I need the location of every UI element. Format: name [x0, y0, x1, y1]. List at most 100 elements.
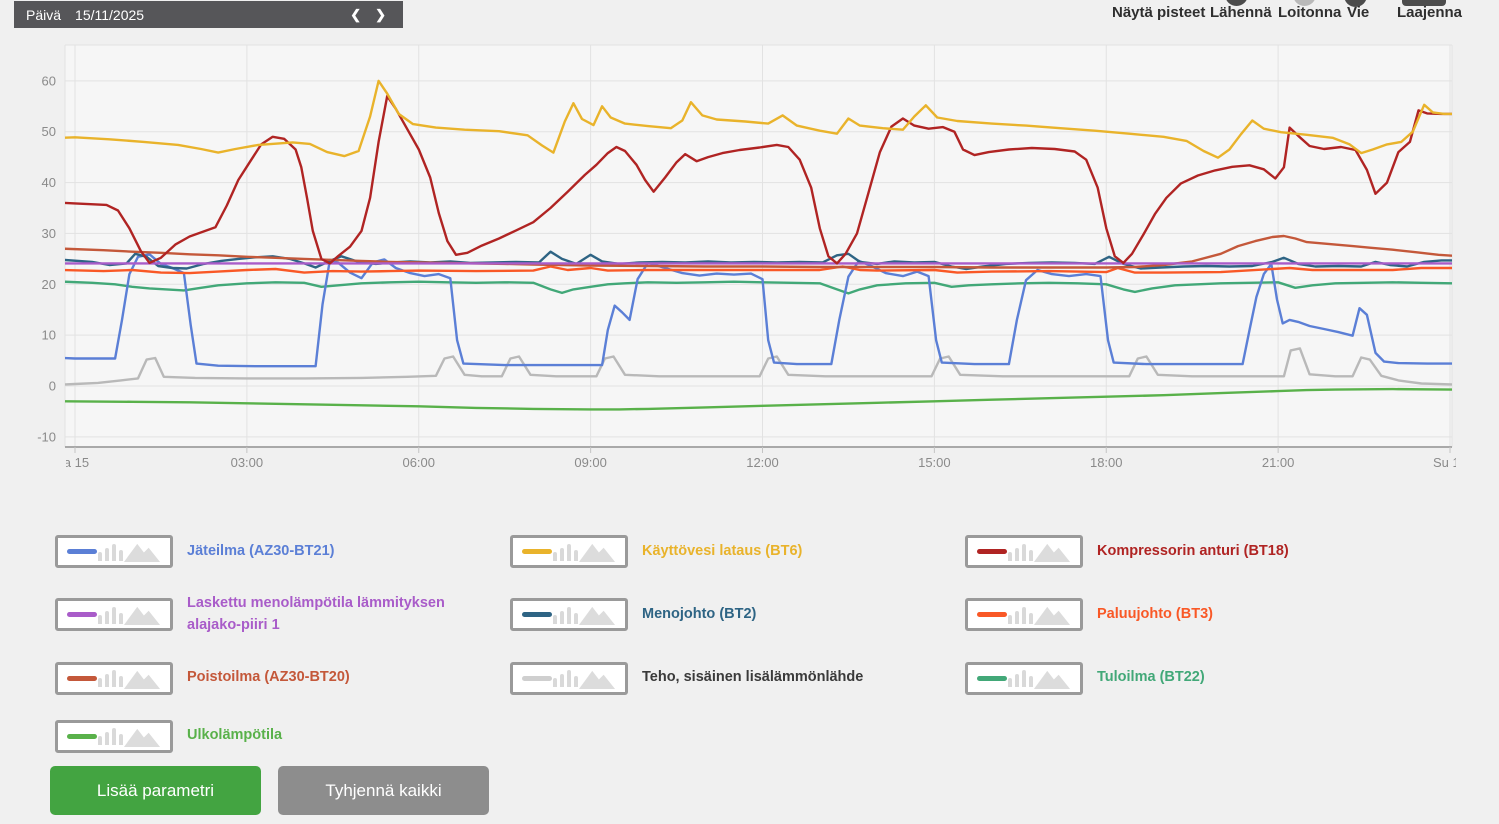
legend-item-ulkolampotila: Ulkolämpötila [55, 719, 510, 753]
legend-item-kayttovesi: Käyttövesi lataus (BT6) [510, 535, 965, 568]
x-tick-label: 12:00 [746, 455, 779, 470]
line-style-icon [67, 733, 97, 739]
legend-label: Paluujohto (BT3) [1097, 605, 1213, 622]
legend-item-paluujohto: Paluujohto (BT3) [965, 598, 1445, 632]
y-tick-label: 30 [42, 226, 56, 241]
legend-toggle-button[interactable] [510, 661, 628, 695]
legend-item-laskettu: Laskettu menolämpötila lämmityksen alaja… [55, 593, 510, 637]
date-mode-label: Päivä [26, 6, 62, 23]
line-style-icon [67, 612, 97, 618]
bar-style-icon [1007, 543, 1033, 561]
bar-style-icon [552, 606, 578, 624]
y-tick-label: 50 [42, 124, 56, 139]
legend-item-teho: Teho, sisäinen lisälämmönlähde [510, 661, 965, 695]
legend-toggle-button[interactable] [55, 719, 173, 753]
legend-item-poistoilma: Poistoilma (AZ30-BT20) [55, 661, 510, 695]
legend-toggle-button[interactable] [965, 598, 1083, 632]
x-tick-label: la 15 [61, 455, 89, 470]
x-tick-label: 18:00 [1090, 455, 1123, 470]
legend-item-menojohto: Menojohto (BT2) [510, 598, 965, 632]
legend-label: Jäteilma (AZ30-BT21) [187, 542, 335, 559]
legend-toggle-button[interactable] [55, 535, 173, 568]
legend: Jäteilma (AZ30-BT21) Käyttövesi lataus (B… [55, 535, 1445, 753]
legend-label: Kompressorin anturi (BT18) [1097, 542, 1289, 559]
line-style-icon [977, 549, 1007, 554]
series-kompressori [65, 94, 1452, 265]
expand-button[interactable]: Laajenna [1397, 4, 1463, 21]
export-icon[interactable] [1344, 0, 1367, 7]
series-ulkolampotila [65, 387, 1452, 411]
legend-label: Poistoilma (AZ30-BT20) [187, 669, 350, 686]
series-teho [65, 347, 1452, 386]
line-style-icon [67, 549, 97, 554]
area-style-icon [578, 543, 616, 562]
legend-label: Tuloilma (BT22) [1097, 669, 1205, 686]
add-parameter-button[interactable]: Lisää parametri [50, 766, 261, 815]
area-style-icon [123, 607, 161, 626]
legend-label: Laskettu menolämpötila lämmityksen alaja… [187, 595, 445, 633]
x-tick-label: 03:00 [231, 455, 264, 470]
line-style-icon [522, 675, 552, 681]
y-tick-label: -10 [37, 429, 56, 444]
area-style-icon [123, 728, 161, 747]
bar-style-icon [97, 727, 123, 745]
legend-label: Teho, sisäinen lisälämmönlähde [642, 669, 864, 686]
date-value: 15/11/2025 [75, 6, 145, 23]
zoom-in-icon[interactable] [1225, 0, 1248, 6]
bar-style-icon [97, 669, 123, 687]
area-style-icon [123, 543, 161, 562]
bar-style-icon [1007, 606, 1033, 624]
y-tick-label: 0 [49, 379, 56, 394]
export-button[interactable]: Vie [1347, 4, 1370, 21]
legend-toggle-button[interactable] [510, 535, 628, 568]
x-tick-label: 21:00 [1262, 455, 1295, 470]
zoom-out-button[interactable]: Loitonna [1278, 4, 1342, 21]
line-style-icon [67, 675, 97, 681]
line-style-icon [522, 549, 552, 554]
clear-all-button[interactable]: Tyhjennä kaikki [278, 766, 489, 815]
x-tick-label: 15:00 [918, 455, 951, 470]
series-tuloilma [65, 280, 1452, 295]
bar-style-icon [552, 543, 578, 561]
legend-toggle-button[interactable] [965, 535, 1083, 568]
date-navigator: Päivä 15/11/2025 ❮ ❯ [14, 1, 403, 28]
legend-item-kompressori: Kompressorin anturi (BT18) [965, 535, 1445, 568]
show-points-button[interactable]: Näytä pisteet [1112, 4, 1206, 21]
area-style-icon [1033, 670, 1071, 689]
line-style-icon [522, 612, 552, 618]
series-kayttovesi [65, 79, 1452, 159]
x-tick-label: 09:00 [574, 455, 607, 470]
area-style-icon [578, 607, 616, 626]
legend-toggle-button[interactable] [510, 598, 628, 632]
x-tick-label: Su 16 [1433, 455, 1467, 470]
plot-background [65, 45, 1452, 447]
legend-label: Ulkolämpötila [187, 727, 283, 744]
next-day-button[interactable]: ❯ [370, 1, 391, 28]
legend-toggle-button[interactable] [55, 661, 173, 695]
expand-icon[interactable] [1402, 0, 1446, 6]
action-buttons: Lisää parametri Tyhjennä kaikki [50, 766, 489, 815]
legend-label: Menojohto (BT2) [642, 605, 757, 622]
area-style-icon [123, 670, 161, 689]
zoom-in-button[interactable]: Lähennä [1210, 4, 1272, 21]
legend-item-tuloilma: Tuloilma (BT22) [965, 661, 1445, 695]
bar-style-icon [97, 543, 123, 561]
legend-item-jateilma: Jäteilma (AZ30-BT21) [55, 535, 510, 568]
zoom-out-icon[interactable] [1293, 0, 1316, 6]
series-jateilma [65, 253, 1452, 368]
legend-toggle-button[interactable] [965, 661, 1083, 695]
area-style-icon [1033, 607, 1071, 626]
line-style-icon [977, 612, 1007, 618]
line-style-icon [977, 675, 1007, 681]
y-tick-label: 10 [42, 328, 56, 343]
y-tick-label: 40 [42, 175, 56, 190]
chart[interactable]: -10 0 10 20 30 40 50 60 la 15 03:00 06:00 09:00 12:0… [0, 0, 1499, 500]
area-style-icon [578, 670, 616, 689]
bar-style-icon [97, 606, 123, 624]
previous-day-button[interactable]: ❮ [345, 1, 366, 28]
y-tick-label: 20 [42, 277, 56, 292]
y-tick-label: 60 [42, 73, 56, 88]
x-tick-label: 06:00 [402, 455, 435, 470]
legend-toggle-button[interactable] [55, 598, 173, 632]
